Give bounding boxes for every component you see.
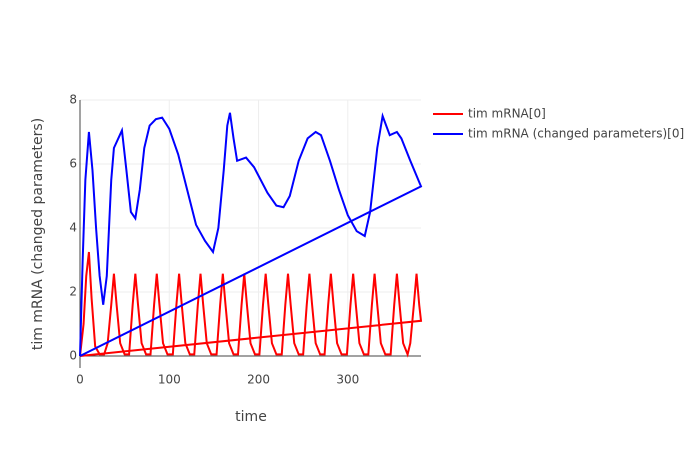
y-tick-label: 0 xyxy=(69,349,77,363)
x-axis-title: time xyxy=(235,409,267,425)
x-tick-label: 300 xyxy=(336,373,359,387)
x-tick-label: 0 xyxy=(76,373,84,387)
line-series xyxy=(79,112,423,357)
y-tick-label: 2 xyxy=(69,285,77,299)
legend-label: tim mRNA (changed parameters)[0] xyxy=(468,127,684,141)
y-tick-label: 6 xyxy=(69,157,77,171)
y-axis-title: tim mRNA (changed parameters) xyxy=(30,118,46,350)
legend-label: tim mRNA[0] xyxy=(468,107,546,121)
line-series xyxy=(79,251,423,358)
y-tick-label: 4 xyxy=(69,221,77,235)
x-tick-label: 100 xyxy=(158,373,181,387)
x-tick-label: 200 xyxy=(247,373,270,387)
y-tick-label: 8 xyxy=(69,93,77,107)
